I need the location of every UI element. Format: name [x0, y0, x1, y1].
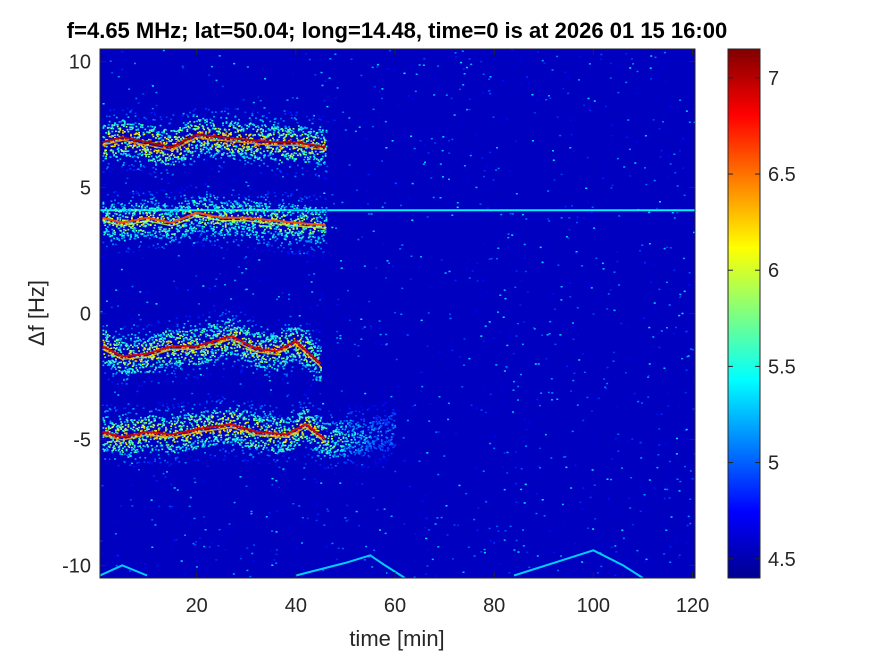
y-tick-label: 0 [80, 304, 91, 326]
doppler-trace [102, 107, 328, 180]
x-axis-label: time [min] [349, 626, 444, 651]
colorbar-tick-label: 5 [768, 453, 779, 475]
x-tick-label: 120 [676, 595, 709, 617]
y-tick-label: -10 [62, 555, 91, 577]
noise-layer [100, 49, 695, 578]
x-tick-label: 80 [483, 595, 505, 617]
y-tick-label: -5 [73, 429, 91, 451]
arc-trace [513, 549, 644, 578]
x-axis: 20 40 60 80 100 120 [186, 49, 709, 617]
colorbar-tick-label: 4.5 [768, 549, 796, 571]
colorbar-gradient [727, 48, 761, 579]
doppler-trace-core [102, 211, 326, 227]
colorbar-tick-label: 6.5 [768, 164, 796, 186]
arc-trace [295, 554, 406, 578]
doppler-trace-core [101, 335, 322, 365]
y-tick-label: 10 [69, 52, 91, 74]
chart-title: f=4.65 MHz; lat=50.04; long=14.48, time=… [67, 18, 727, 43]
y-axis-label: Δf [Hz] [24, 280, 49, 346]
y-axis: 10 5 0 -5 -10 [62, 52, 695, 577]
colorbar-ticks: 7 6.5 6 5.5 5 4.5 [728, 68, 796, 571]
y-tick-label: 5 [80, 178, 91, 200]
arc-trace [100, 564, 148, 577]
x-tick-label: 20 [186, 595, 208, 617]
doppler-trace-core [102, 133, 326, 149]
colorbar-tick-label: 5.5 [768, 356, 796, 378]
x-tick-label: 60 [384, 595, 406, 617]
doppler-trace [102, 183, 328, 258]
trace-layer [100, 107, 695, 578]
doppler-trace-core [102, 423, 327, 441]
colorbar-tick-label: 7 [768, 68, 779, 90]
colorbar-tick-label: 6 [768, 260, 779, 282]
colorbar: 7 6.5 6 5.5 5 4.5 [727, 48, 796, 579]
x-tick-label: 100 [577, 595, 610, 617]
plot-area [99, 48, 696, 579]
doppler-trace [102, 394, 397, 470]
doppler-trace [101, 310, 322, 395]
x-tick-label: 40 [285, 595, 307, 617]
